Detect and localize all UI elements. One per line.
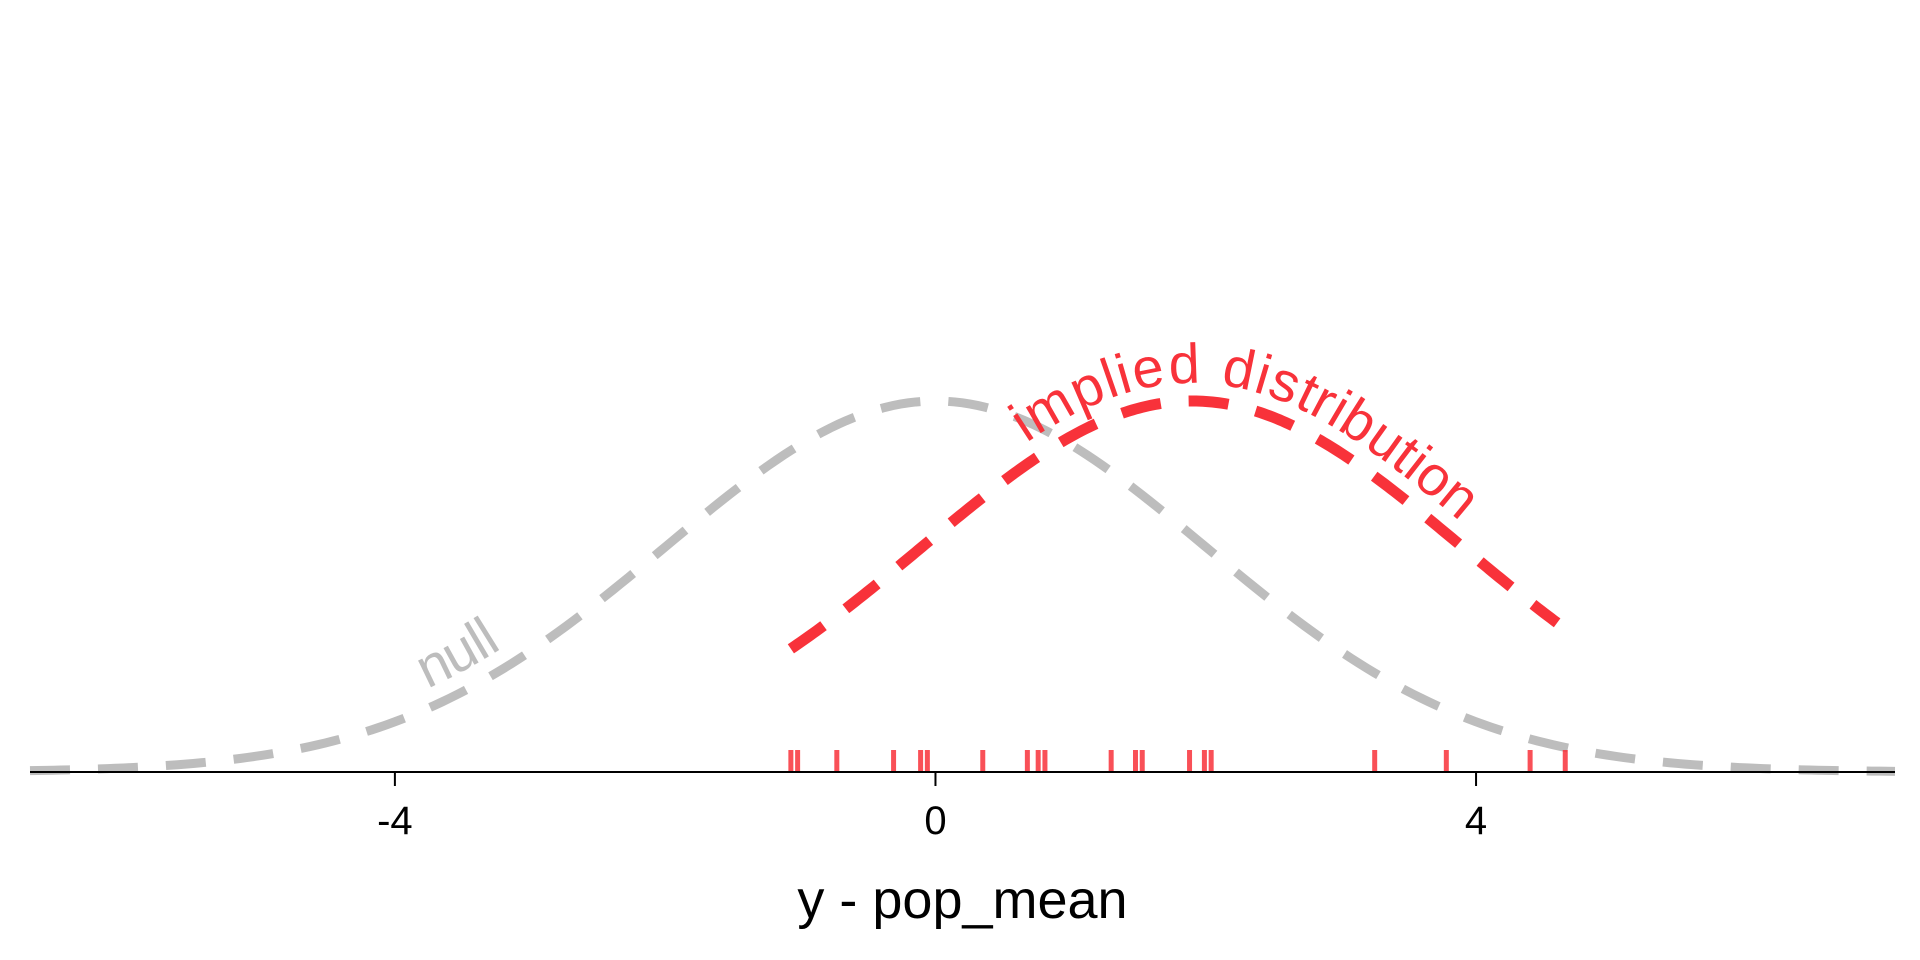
x-tick-label: -4 [377,799,413,843]
x-tick-label: 4 [1465,799,1487,843]
density-curves [29,395,1896,776]
null-curve-label: null [405,605,508,700]
x-axis-title: y - pop_mean [797,870,1127,930]
x-tick-label: 0 [924,799,946,843]
implied-distribution-density-line [787,395,1561,654]
rug-marks [788,750,1568,772]
null-density-line [29,396,1896,776]
x-axis-ticks: -4 0 4 [377,772,1487,843]
